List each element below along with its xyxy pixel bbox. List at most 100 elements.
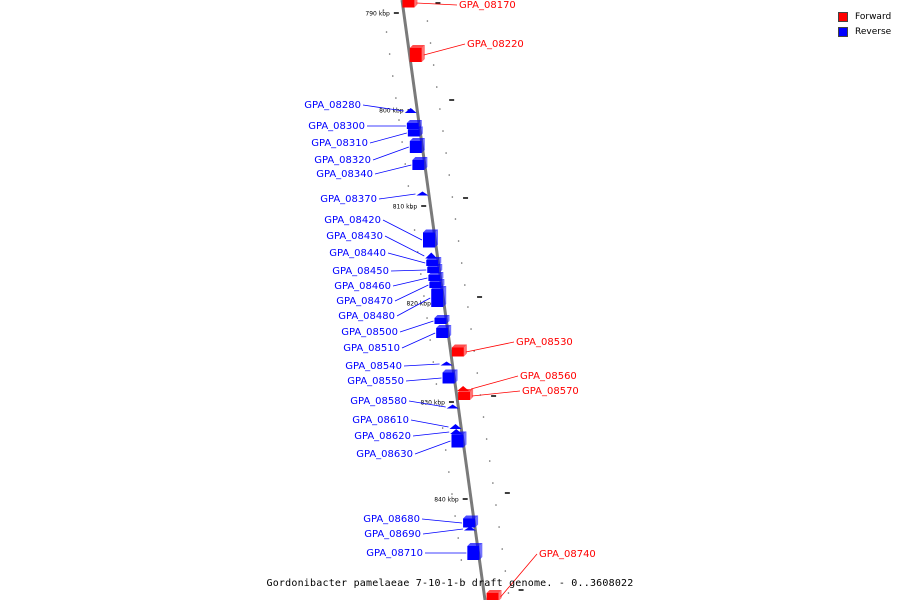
gene-label[interactable]: GPA_08580 <box>350 396 407 407</box>
gene-label[interactable]: GPA_08460 <box>334 281 391 292</box>
gene-leader-line <box>414 440 451 455</box>
gene-label[interactable]: GPA_08220 <box>467 39 524 50</box>
gene-leader-line <box>372 146 409 161</box>
gene-label[interactable]: GPA_08420 <box>324 215 381 226</box>
gene-leader-line <box>374 164 412 175</box>
gene-arrow-shape <box>449 424 462 429</box>
gene-leader-line <box>382 219 423 241</box>
gene-label[interactable]: GPA_08450 <box>332 266 389 277</box>
gene-label[interactable]: GPA_08560 <box>520 371 577 382</box>
gene-label[interactable]: GPA_08320 <box>314 155 371 166</box>
legend-forward-label: Forward <box>855 11 892 22</box>
scale-dot <box>507 592 510 594</box>
gene-gpa-08440[interactable] <box>426 257 442 266</box>
gene-label[interactable]: GPA_08470 <box>336 296 393 307</box>
scale-dot <box>464 284 466 286</box>
gene-leader-line <box>390 269 427 272</box>
gene-block-top <box>427 264 443 267</box>
gene-features <box>402 0 502 600</box>
gene-gpa-08710[interactable] <box>467 543 483 560</box>
gene-label[interactable]: GPA_08610 <box>352 415 409 426</box>
scale-dot <box>445 152 447 154</box>
gene-label[interactable]: GPA_08480 <box>338 311 395 322</box>
gene-label[interactable]: GPA_08550 <box>347 376 404 387</box>
gene-gpa-08310[interactable] <box>407 126 423 137</box>
gene-label[interactable]: GPA_08740 <box>539 549 596 560</box>
gene-label[interactable]: GPA_08620 <box>354 431 411 442</box>
scale-tick-label: 840 kbp <box>434 497 459 504</box>
gene-gpa-08630[interactable] <box>451 431 467 448</box>
gene-label[interactable]: GPA_08370 <box>320 194 377 205</box>
gene-label[interactable]: GPA_08680 <box>363 514 420 525</box>
gene-gpa-08420[interactable] <box>423 229 438 248</box>
gene-gpa-08580[interactable] <box>446 404 459 409</box>
scale-tick-label: 800 kbp <box>379 108 404 115</box>
gene-label[interactable]: GPA_08170 <box>459 0 516 11</box>
legend: Forward Reverse <box>838 9 891 39</box>
gene-block-shape <box>463 518 476 528</box>
gene-gpa-08220[interactable] <box>409 45 425 62</box>
gene-label[interactable]: GPA_08500 <box>341 327 398 338</box>
gene-gpa-08530[interactable] <box>451 344 467 357</box>
gene-block-top <box>428 272 444 275</box>
scale-dot <box>454 218 457 220</box>
gene-gpa-08280[interactable] <box>404 108 417 113</box>
gene-gpa-08340[interactable] <box>412 157 428 170</box>
gene-label[interactable]: GPA_08310 <box>311 138 368 149</box>
gene-leader-line <box>362 104 404 112</box>
gene-gpa-08510[interactable] <box>436 325 452 338</box>
gene-block-side <box>439 264 443 273</box>
gene-label[interactable]: GPA_08440 <box>329 248 386 259</box>
gene-gpa-08550[interactable] <box>442 369 458 384</box>
gene-gpa-08480[interactable] <box>431 286 447 307</box>
gene-gpa-08470[interactable] <box>429 279 445 288</box>
gene-gpa-08370[interactable] <box>416 191 429 196</box>
gene-gpa-08610[interactable] <box>449 424 462 429</box>
scale-dot <box>448 174 451 176</box>
gene-block-top <box>409 45 425 48</box>
gene-gpa-08680[interactable] <box>463 515 479 528</box>
scale-dot <box>448 471 450 473</box>
gene-block-side <box>435 229 438 248</box>
gene-block-side <box>463 431 467 448</box>
gene-gpa-08460[interactable] <box>428 272 444 281</box>
gene-label[interactable]: GPA_08280 <box>304 100 361 111</box>
gene-gpa-08170[interactable] <box>402 0 418 8</box>
scale-dot <box>495 504 497 506</box>
gene-block-side <box>454 369 458 384</box>
gene-block-top <box>434 315 450 318</box>
gene-block-shape <box>451 347 464 357</box>
scale-dot <box>435 86 438 88</box>
gene-label[interactable]: GPA_08630 <box>356 449 413 460</box>
gene-block-shape <box>406 123 419 129</box>
gene-label[interactable]: GPA_08300 <box>308 121 365 132</box>
scale-dot <box>429 339 431 341</box>
gene-block-side <box>463 344 467 357</box>
gene-label[interactable]: GPA_08510 <box>343 343 400 354</box>
gene-label[interactable]: GPA_08710 <box>366 548 423 559</box>
scale-dot <box>426 20 429 22</box>
gene-label[interactable]: GPA_08430 <box>326 231 383 242</box>
gene-leader-line <box>410 419 449 428</box>
gene-gpa-08500[interactable] <box>434 315 450 324</box>
gene-block-top <box>406 120 422 123</box>
gene-arrow-shape <box>416 191 429 196</box>
gene-block-side <box>470 389 474 400</box>
gene-label[interactable]: GPA_08570 <box>522 386 579 397</box>
scale-dot <box>457 240 460 242</box>
scale-dot <box>435 383 438 385</box>
gene-block-top <box>412 157 428 160</box>
gene-gpa-08540[interactable] <box>440 361 453 366</box>
gene-arrow-shape <box>446 404 459 409</box>
gene-label[interactable]: GPA_08530 <box>516 337 573 348</box>
gene-gpa-08450[interactable] <box>427 264 443 273</box>
gene-arrow-shape <box>463 526 476 531</box>
gene-label[interactable]: GPA_08340 <box>316 169 373 180</box>
gene-gpa-08690[interactable] <box>463 526 476 531</box>
gene-label[interactable]: GPA_08690 <box>364 529 421 540</box>
gene-gpa-08320[interactable] <box>409 138 425 153</box>
gene-label[interactable]: GPA_08540 <box>345 361 402 372</box>
gene-gpa-08740[interactable] <box>486 590 502 600</box>
gene-gpa-08570[interactable] <box>458 389 474 400</box>
gene-block-top <box>429 279 445 282</box>
